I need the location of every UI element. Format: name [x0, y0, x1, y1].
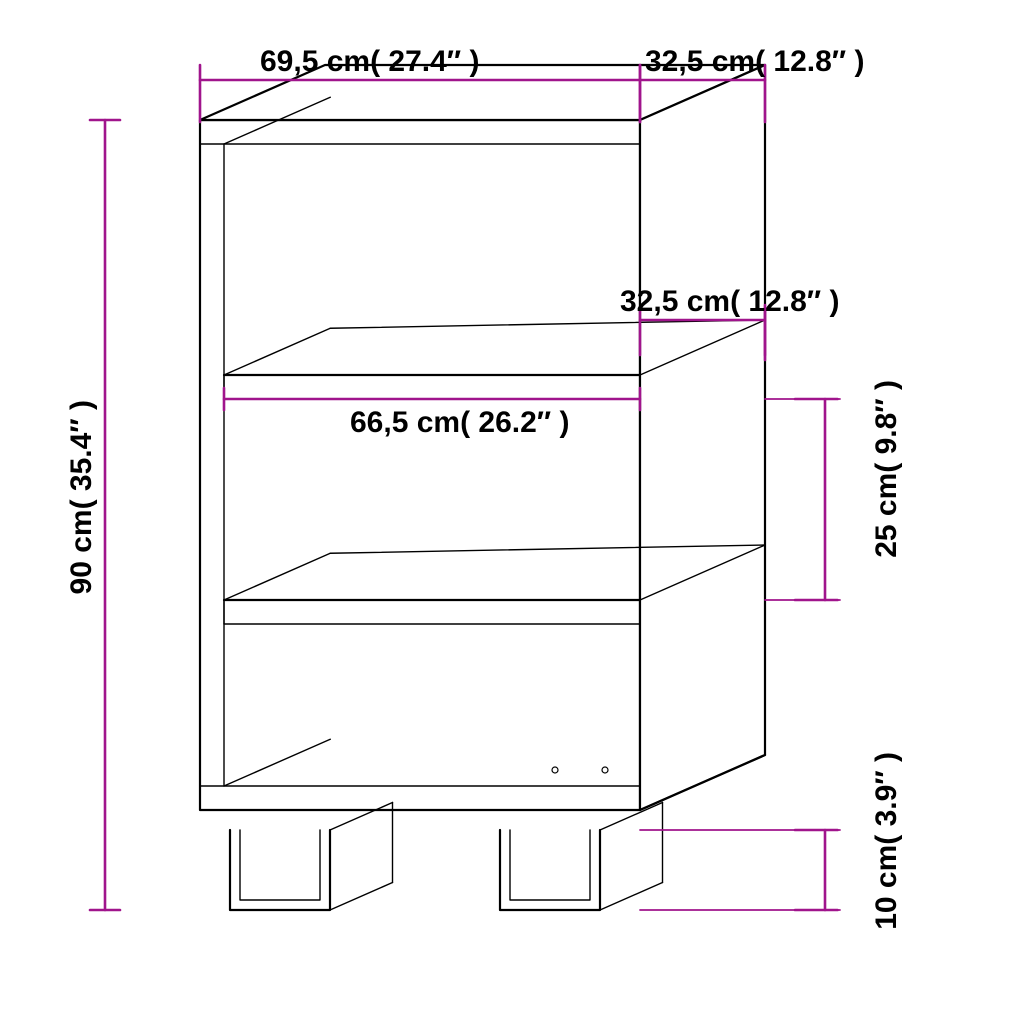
dim-width-label: 69,5 cm( 27.4″ )	[260, 45, 480, 79]
dim-shelf-gap-label: 25 cm( 9.8″ )	[870, 380, 904, 558]
dim-depth-top-label: 32,5 cm( 12.8″ )	[645, 45, 865, 79]
dim-leg-height-label: 10 cm( 3.9″ )	[870, 752, 904, 930]
diagram-stage: { "type": "dimensioned-line-drawing", "c…	[0, 0, 1024, 1024]
dim-shelf-width-label: 66,5 cm( 26.2″ )	[350, 406, 570, 440]
dim-shelf-depth-label: 32,5 cm( 12.8″ )	[620, 285, 840, 319]
dim-height-label: 90 cm( 35.4″ )	[65, 400, 99, 594]
